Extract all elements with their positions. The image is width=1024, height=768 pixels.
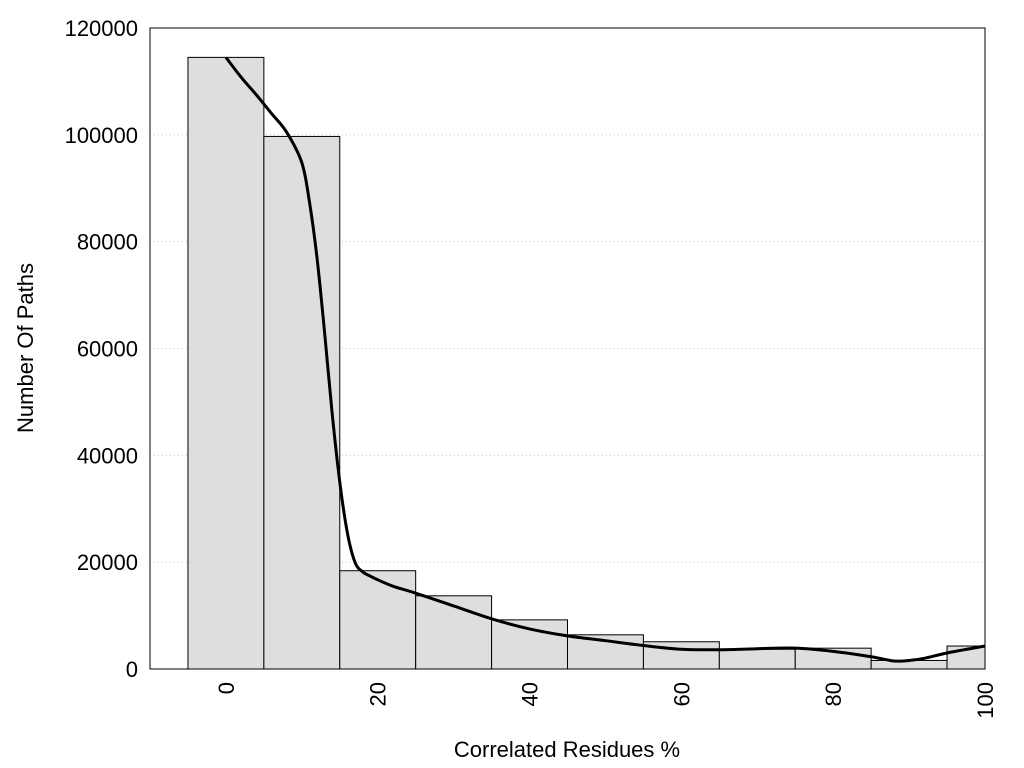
x-tick-label: 20 — [366, 682, 391, 706]
x-axis-label: Correlated Residues % — [454, 737, 680, 762]
x-axis-ticks: 0 20 40 60 80 100 — [214, 682, 998, 719]
x-tick-label: 80 — [821, 682, 846, 706]
y-tick-label: 120000 — [65, 16, 138, 41]
histogram-bar — [415, 595, 493, 670]
x-tick-label: 60 — [669, 682, 694, 706]
plot-frame — [149, 27, 986, 670]
x-tick-label: 100 — [973, 682, 998, 719]
histogram-bar — [718, 648, 796, 670]
histogram-bar — [339, 570, 417, 670]
x-tick-label: 40 — [518, 682, 543, 706]
y-tick-label: 60000 — [77, 337, 138, 362]
y-axis-label: Number Of Paths — [13, 263, 38, 433]
y-tick-label: 100000 — [65, 123, 138, 148]
y-tick-label: 0 — [126, 657, 138, 682]
x-tick-label: 0 — [214, 682, 239, 694]
histogram-bar — [187, 56, 265, 670]
histogram-bars — [187, 56, 986, 670]
y-tick-label: 20000 — [77, 550, 138, 575]
density-curve — [224, 56, 986, 663]
y-tick-label: 80000 — [77, 230, 138, 255]
y-tick-label: 40000 — [77, 443, 138, 468]
histogram-bar — [263, 135, 341, 670]
histogram-bar — [491, 619, 568, 670]
y-axis-ticks: 0 20000 40000 60000 80000 100000 120000 — [65, 16, 138, 682]
